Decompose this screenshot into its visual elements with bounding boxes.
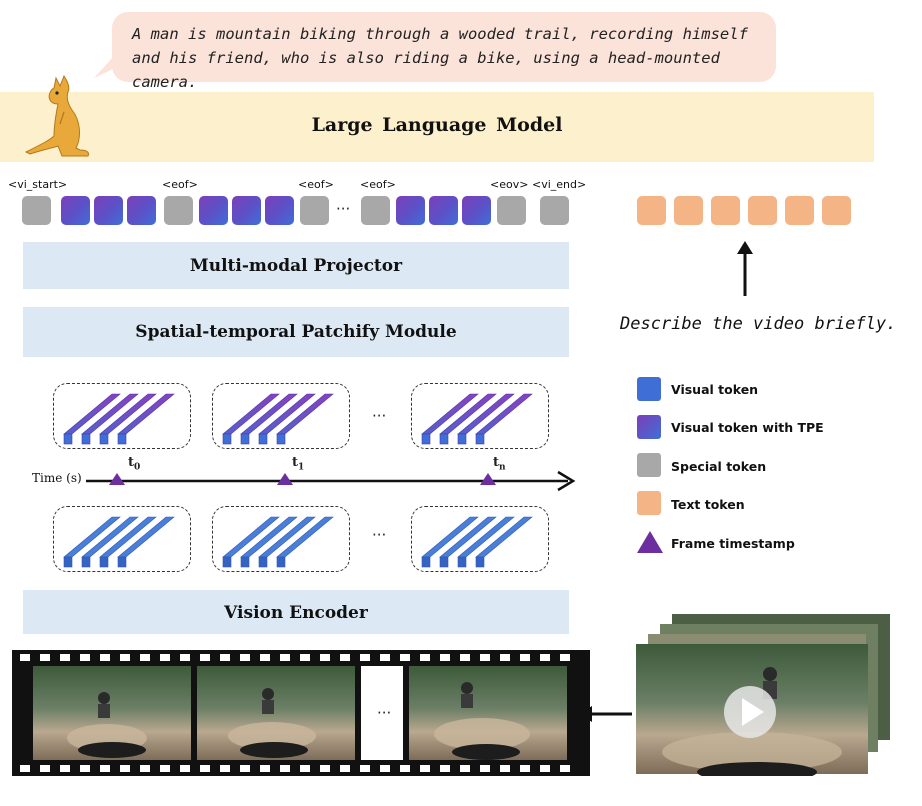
visual-token-tpe bbox=[462, 196, 491, 225]
token-ellipsis: ··· bbox=[336, 200, 351, 218]
special-token bbox=[497, 196, 526, 225]
legend-special-token: Special token bbox=[671, 459, 767, 474]
visual-token-tpe bbox=[265, 196, 294, 225]
tpe-patches-icon bbox=[63, 393, 175, 445]
token-label-eof-1: <eof> bbox=[162, 178, 198, 191]
caption-line-2: and his friend, who is also riding a bik… bbox=[132, 49, 720, 91]
patch-group-visual bbox=[212, 506, 350, 572]
text-prompt: Describe the video briefly. bbox=[620, 314, 897, 334]
visual-patches-icon bbox=[421, 516, 533, 568]
encoder-label: Vision Encoder bbox=[224, 603, 368, 623]
special-token bbox=[300, 196, 329, 225]
left-arrow-icon bbox=[579, 706, 632, 722]
visual-token-tpe bbox=[429, 196, 458, 225]
video-frame bbox=[197, 666, 355, 760]
legend-tpe-token-swatch bbox=[637, 415, 661, 439]
film-ellipsis: ··· bbox=[377, 704, 392, 722]
timeline-arrow bbox=[86, 470, 576, 492]
patch-group-tpe bbox=[53, 383, 191, 449]
legend-visual-token: Visual token bbox=[671, 382, 759, 397]
visual-token-tpe bbox=[396, 196, 425, 225]
caption-line-1: A man is mountain biking through a woode… bbox=[132, 25, 748, 43]
patch-group-visual bbox=[53, 506, 191, 572]
text-token bbox=[711, 196, 740, 225]
llm-label: Large Language Model bbox=[311, 114, 563, 136]
text-token bbox=[674, 196, 703, 225]
tpe-patches-icon bbox=[222, 393, 334, 445]
text-token bbox=[637, 196, 666, 225]
tpe-patches-icon bbox=[421, 393, 533, 445]
projector-band: Multi-modal Projector bbox=[23, 242, 569, 289]
timestamp-tn: tn bbox=[493, 455, 506, 473]
patch-ellipsis-bottom: ··· bbox=[372, 526, 387, 544]
timestamp-t0: t0 bbox=[128, 455, 141, 473]
frame-timestamp-marker bbox=[277, 473, 293, 485]
encoder-band: Vision Encoder bbox=[23, 590, 569, 634]
patchify-band: Spatial-temporal Patchify Module bbox=[23, 307, 569, 357]
frame-timestamp-marker bbox=[480, 473, 496, 485]
text-token bbox=[748, 196, 777, 225]
frame-timestamp-marker bbox=[109, 473, 125, 485]
film-strip bbox=[12, 650, 590, 776]
special-token bbox=[540, 196, 569, 225]
token-label-eof-3: <eof> bbox=[360, 178, 396, 191]
triangle-icon bbox=[637, 531, 663, 553]
patch-ellipsis-top: ··· bbox=[372, 407, 387, 425]
legend-visual-token-swatch bbox=[637, 377, 661, 401]
visual-token-tpe bbox=[232, 196, 261, 225]
legend-special-token-swatch bbox=[637, 453, 661, 477]
play-icon[interactable] bbox=[722, 684, 778, 740]
text-token bbox=[822, 196, 851, 225]
special-token bbox=[164, 196, 193, 225]
legend-text-token: Text token bbox=[671, 497, 745, 512]
video-stack bbox=[636, 614, 890, 776]
caption-bubble: A man is mountain biking through a woode… bbox=[112, 12, 776, 91]
up-arrow-icon bbox=[737, 241, 753, 296]
timestamp-t1: t1 bbox=[292, 455, 305, 473]
patch-group-tpe bbox=[212, 383, 350, 449]
visual-patches-icon bbox=[63, 516, 175, 568]
patch-group-visual bbox=[411, 506, 549, 572]
token-label-eov: <eov> bbox=[490, 178, 529, 191]
video-frame bbox=[33, 666, 191, 760]
patchify-label: Spatial-temporal Patchify Module bbox=[135, 322, 457, 342]
llm-band: Large Language Model bbox=[0, 92, 874, 162]
visual-token-tpe bbox=[94, 196, 123, 225]
special-token bbox=[22, 196, 51, 225]
legend-tpe-token: Visual token with TPE bbox=[671, 420, 824, 435]
special-token bbox=[361, 196, 390, 225]
caption-text: A man is mountain biking through a woode… bbox=[132, 22, 760, 94]
legend-frame-timestamp: Frame timestamp bbox=[671, 536, 795, 551]
visual-patches-icon bbox=[222, 516, 334, 568]
patch-group-tpe bbox=[411, 383, 549, 449]
token-label-vi-end: <vi_end> bbox=[532, 178, 587, 191]
token-label-vi-start: <vi_start> bbox=[8, 178, 68, 191]
projector-label: Multi-modal Projector bbox=[189, 256, 403, 276]
text-token bbox=[785, 196, 814, 225]
bubble-tail bbox=[94, 56, 128, 78]
time-axis-label: Time (s) bbox=[32, 471, 82, 485]
legend-text-token-swatch bbox=[637, 491, 661, 515]
video-frame bbox=[409, 666, 567, 760]
token-label-eof-2: <eof> bbox=[298, 178, 334, 191]
visual-token-tpe bbox=[127, 196, 156, 225]
visual-token-tpe bbox=[61, 196, 90, 225]
visual-token-tpe bbox=[199, 196, 228, 225]
kangaroo-logo-icon bbox=[24, 74, 89, 157]
